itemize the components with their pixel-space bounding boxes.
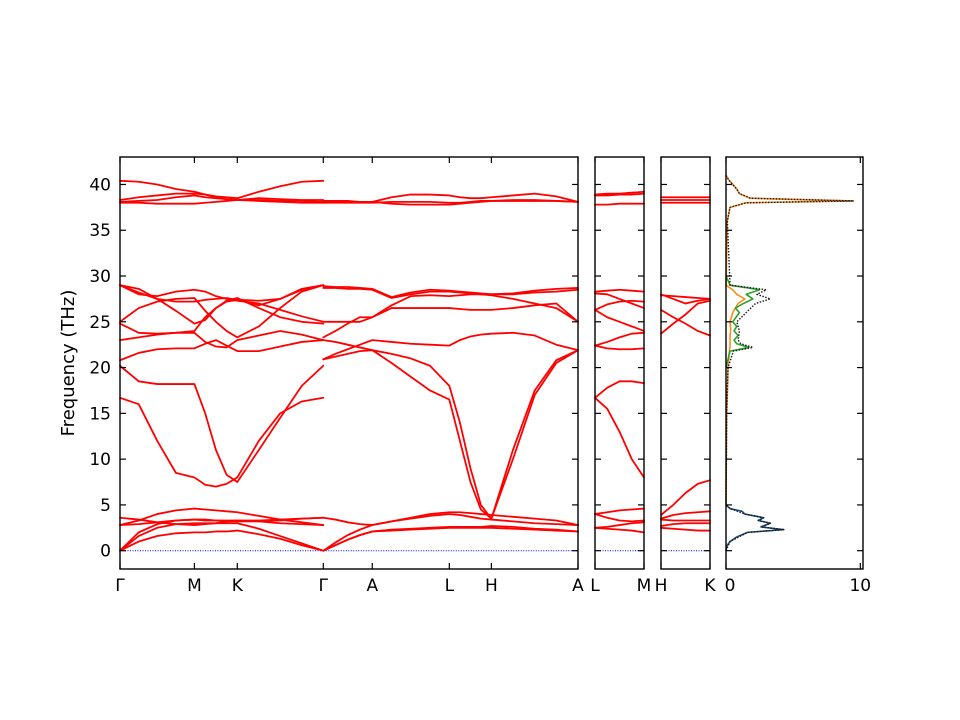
k-point-label: H (655, 576, 668, 596)
dos-curve-3 (725, 174, 855, 551)
k-point-label: Γ (115, 576, 125, 596)
phonon-band-0-7 (119, 364, 325, 483)
phonon-band-2-13 (594, 192, 645, 197)
phonon-band-0-13 (119, 284, 325, 325)
lm-band-panel-frame (594, 156, 645, 570)
phonon-band-0-15 (119, 199, 325, 205)
phonon-band-1-10 (322, 285, 579, 298)
phonon-band-2-1 (594, 521, 645, 529)
phonon-band-2-6 (594, 331, 645, 347)
plot-lines-layer (119, 174, 855, 552)
phonon-band-0-5 (119, 516, 325, 526)
phonon-band-2-10 (594, 292, 645, 309)
y-tick-label: 15 (89, 404, 111, 424)
phonon-band-3-2 (660, 518, 711, 522)
dos-x-tick-label: 10 (849, 576, 871, 596)
phonon-band-2-4 (594, 396, 645, 479)
phonon-band-0-16 (119, 194, 325, 203)
phonon-band-0-1 (119, 529, 325, 552)
phonon-band-2-12 (594, 202, 645, 206)
dos-x-tick-label: 0 (725, 576, 736, 596)
phonon-band-2-2 (594, 507, 645, 515)
phonon-band-3-6 (660, 309, 711, 337)
phonon-band-3-3 (660, 479, 711, 516)
k-point-label: A (572, 576, 584, 596)
k-point-label: K (704, 576, 716, 596)
phonon-band-1-9 (322, 287, 579, 299)
k-point-label: Γ (319, 576, 329, 596)
y-tick-label: 40 (89, 175, 111, 195)
phonon-band-3-0 (660, 526, 711, 532)
phonon-band-3-7 (660, 293, 711, 305)
phonon-band-2-14 (594, 190, 645, 196)
y-tick-label: 5 (100, 496, 111, 516)
phonon-band-2-9 (594, 299, 645, 311)
k-point-label: K (232, 576, 244, 596)
phonon-band-2-11 (594, 288, 645, 293)
dos-curve-2 (725, 275, 761, 368)
phonon-band-1-5 (322, 349, 579, 520)
phonon-band-0-14 (119, 284, 325, 323)
phonon-band-0-9 (119, 330, 325, 349)
y-tick-label: 0 (100, 542, 111, 562)
y-axis-title: Frequency (THz) (58, 290, 79, 437)
phonon-band-1-13 (322, 192, 579, 203)
phonon-band-1-8 (322, 293, 579, 323)
k-point-label: L (445, 576, 455, 596)
phonon-band-1-11 (322, 200, 579, 204)
phonon-band-1-6 (322, 339, 579, 520)
phonon-band-1-3 (322, 511, 579, 526)
k-point-label: L (590, 576, 600, 596)
y-tick-label: 25 (89, 313, 111, 333)
y-tick-label: 30 (89, 267, 111, 287)
phonon-band-2-3 (594, 513, 645, 523)
phonon-band-0-8 (119, 339, 325, 362)
hk-band-panel-frame (660, 156, 711, 570)
phonon-band-3-8 (660, 294, 711, 300)
k-point-label: A (366, 576, 378, 596)
phonon-band-2-5 (594, 380, 645, 399)
phonon-band-0-6 (119, 396, 325, 488)
main-band-panel-frame (119, 156, 579, 570)
phonon-band-1-2 (322, 513, 579, 552)
y-tick-label: 20 (89, 359, 111, 379)
k-point-label: H (485, 576, 498, 596)
phonon-band-3-1 (660, 522, 711, 527)
phonon-band-3-4 (660, 510, 711, 520)
y-tick-label: 35 (89, 221, 111, 241)
phonon-band-3-5 (660, 299, 711, 335)
phonon-band-2-7 (594, 344, 645, 351)
phonon-band-1-7 (322, 302, 579, 339)
phonon-band-0-18 (119, 179, 325, 200)
dos-panel-frame (725, 156, 864, 570)
phonon-band-2-0 (594, 526, 645, 534)
phonon-band-0-11 (119, 284, 325, 339)
k-point-label: M (187, 576, 202, 596)
phonon-band-0-17 (119, 192, 325, 201)
k-point-label: M (637, 576, 652, 596)
phonon-band-1-1 (322, 525, 579, 552)
phonon-band-2-8 (594, 309, 645, 332)
y-tick-label: 10 (89, 450, 111, 470)
